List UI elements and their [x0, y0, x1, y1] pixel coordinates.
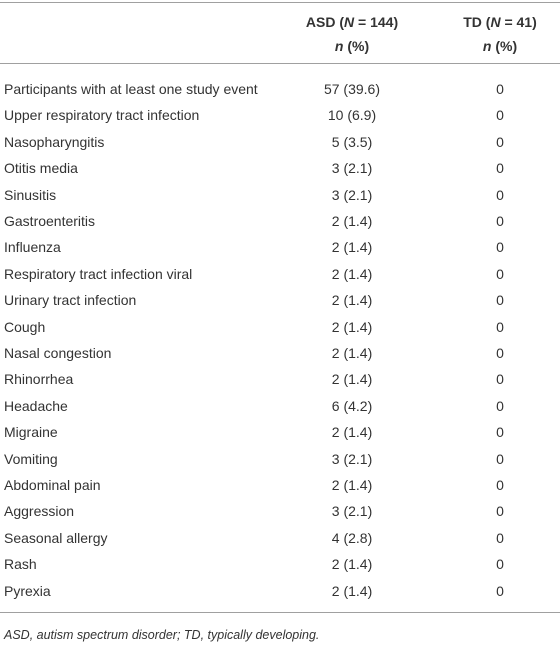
header-text: N	[344, 14, 355, 30]
row-label: Cough	[4, 318, 46, 335]
header-text: = 41)	[500, 14, 537, 30]
footnote: ASD, autism spectrum disorder; TD, typic…	[4, 628, 320, 642]
asd-value: 6 (4.2)	[331, 397, 373, 414]
header-text: (%)	[343, 38, 370, 54]
row-label: Nasal congestion	[4, 345, 112, 361]
td-value: 0	[496, 81, 504, 97]
row-label: Otitis media	[4, 160, 78, 177]
asd-value: 2 (1.4)	[331, 371, 373, 388]
row-label: Vomiting	[4, 450, 58, 467]
row-label: Pyrexia	[4, 582, 51, 599]
row-label: Rash	[4, 556, 37, 573]
asd-value: 3 (2.1)	[331, 186, 373, 203]
header-text: TD (	[463, 14, 491, 30]
td-value: 0	[496, 450, 504, 467]
td-value: 0	[496, 107, 504, 124]
row-label: Influenza	[4, 239, 61, 256]
td-value: 0	[496, 371, 504, 388]
asd-value: 5 (3.5)	[331, 133, 373, 150]
asd-value: 2 (1.4)	[331, 265, 373, 282]
td-value: 0	[496, 503, 504, 520]
td-value: 0	[496, 424, 504, 441]
header-td-unit: n (%)	[440, 37, 560, 55]
header-asd: ASD (N = 144)	[272, 13, 432, 31]
asd-value: 3 (2.1)	[331, 160, 373, 177]
header-td: TD (N = 41)	[440, 13, 560, 31]
td-value: 0	[496, 213, 504, 229]
header-rule	[0, 63, 560, 64]
asd-value: 3 (2.1)	[331, 450, 373, 467]
row-label: Seasonal allergy	[4, 529, 108, 546]
asd-value: 10 (6.9)	[327, 107, 377, 124]
td-value: 0	[496, 265, 504, 282]
td-value: 0	[496, 556, 504, 573]
header-text: (%)	[491, 38, 518, 54]
header-text: n	[482, 38, 492, 54]
td-value: 0	[496, 239, 504, 256]
asd-value: 2 (1.4)	[331, 292, 373, 309]
bottom-rule	[0, 612, 560, 613]
asd-value: 2 (1.4)	[331, 239, 373, 256]
header-text: ASD (	[305, 14, 344, 30]
td-value: 0	[496, 529, 504, 546]
td-value: 0	[496, 133, 504, 150]
row-label: Abdominal pain	[4, 477, 101, 493]
header-asd-unit: n (%)	[272, 37, 432, 55]
row-label: Participants with at least one study eve…	[4, 81, 258, 97]
td-value: 0	[496, 582, 504, 599]
td-value: 0	[496, 345, 504, 361]
td-value: 0	[496, 477, 504, 493]
row-label: Gastroenteritis	[4, 213, 96, 229]
td-value: 0	[496, 186, 504, 203]
row-label: Urinary tract infection	[4, 292, 137, 309]
td-value: 0	[496, 318, 504, 335]
asd-value: 57 (39.6)	[323, 81, 381, 97]
header-text: = 144)	[354, 14, 399, 30]
asd-value: 2 (1.4)	[331, 318, 373, 335]
header-text: n	[334, 38, 344, 54]
td-value: 0	[496, 160, 504, 177]
top-rule	[0, 2, 560, 3]
td-value: 0	[496, 397, 504, 414]
row-label: Migraine	[4, 424, 58, 441]
row-label: Headache	[4, 397, 68, 414]
row-label: Nasopharyngitis	[4, 133, 105, 150]
row-label: Rhinorrhea	[4, 371, 74, 388]
asd-value: 4 (2.8)	[331, 529, 373, 546]
header-text: N	[490, 14, 501, 30]
asd-value: 3 (2.1)	[331, 503, 373, 520]
row-label: Aggression	[4, 503, 75, 520]
asd-value: 2 (1.4)	[331, 582, 373, 599]
row-label: Upper respiratory tract infection	[4, 107, 200, 124]
asd-value: 2 (1.4)	[331, 556, 373, 573]
asd-value: 2 (1.4)	[331, 424, 373, 441]
row-label: Respiratory tract infection viral	[4, 265, 193, 282]
asd-value: 2 (1.4)	[331, 345, 373, 361]
td-value: 0	[496, 292, 504, 309]
asd-value: 2 (1.4)	[331, 213, 373, 229]
asd-value: 2 (1.4)	[331, 477, 373, 493]
row-label: Sinusitis	[4, 186, 57, 203]
